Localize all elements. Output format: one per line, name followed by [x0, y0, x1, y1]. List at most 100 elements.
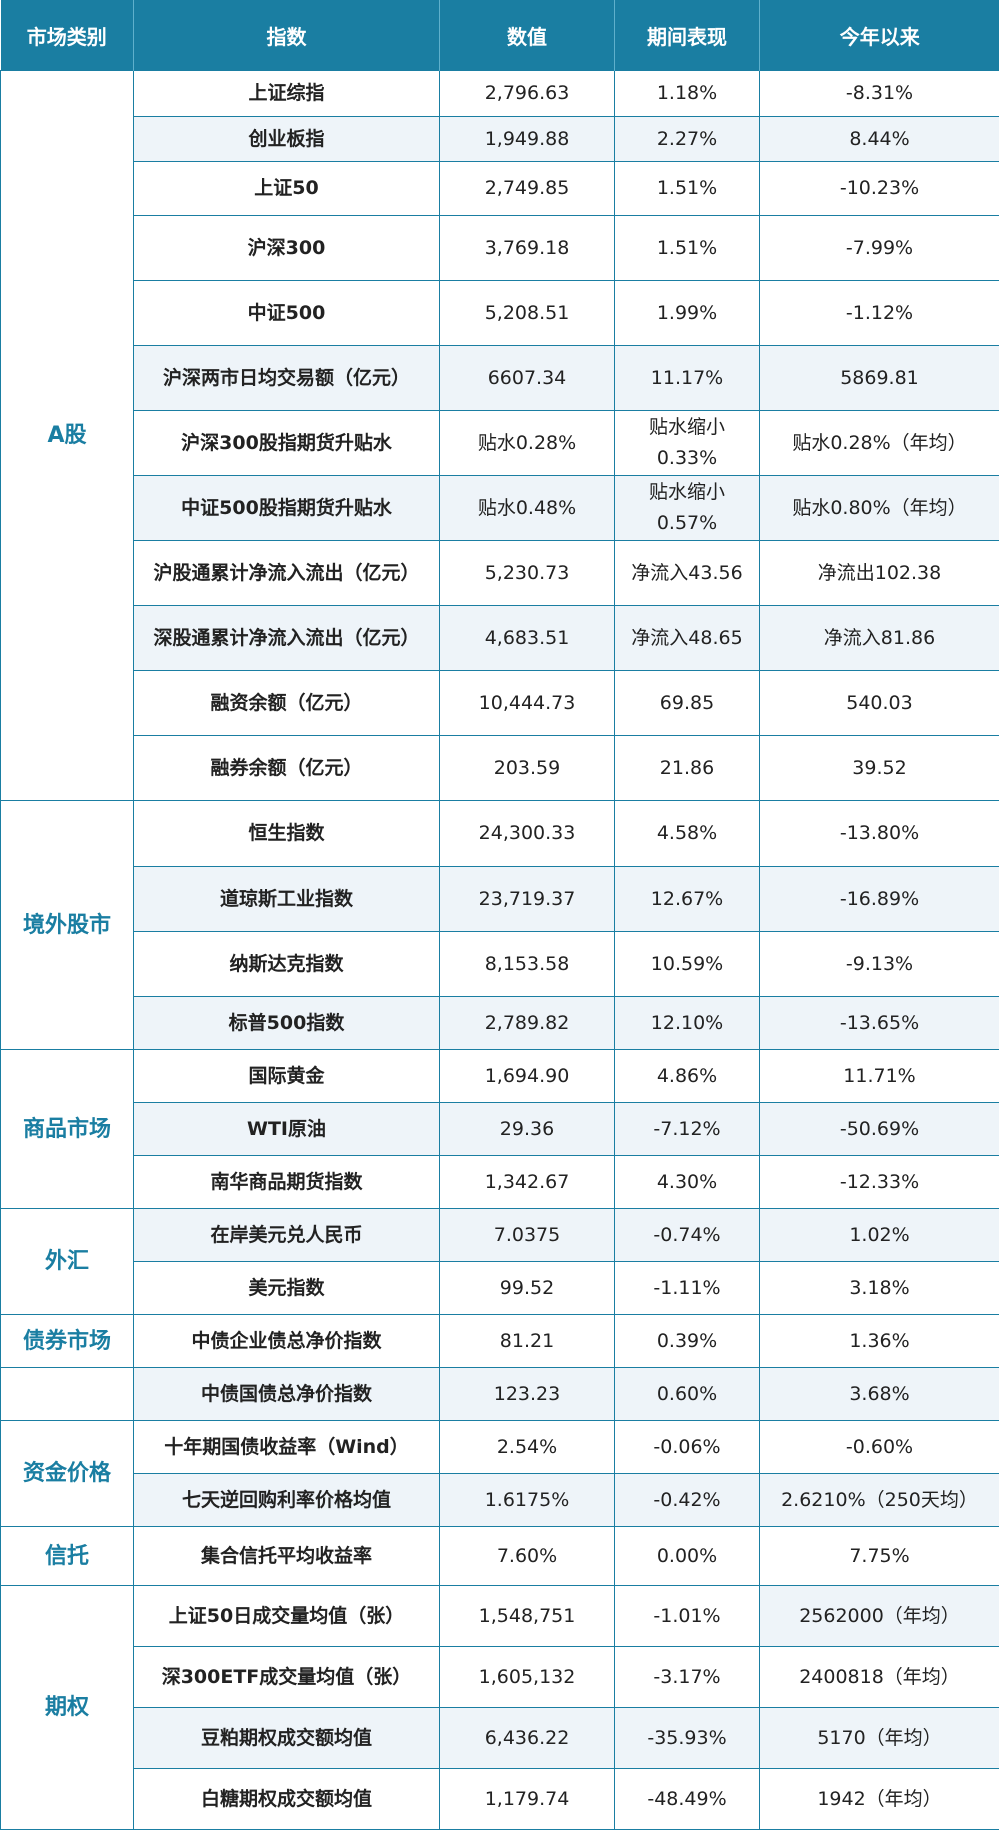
value-cell: 1,179.74: [439, 1768, 615, 1830]
table-row: 沪深300 3,769.18 1.51% -7.99%: [1, 215, 999, 281]
period-cell: -1.11%: [614, 1261, 760, 1315]
value-cell: 81.21: [439, 1314, 615, 1368]
table-row: 境外股市 恒生指数 24,300.33 4.58% -13.80%: [0, 800, 999, 1050]
header-value: 数值: [439, 0, 615, 71]
index-name: 上证50: [133, 161, 440, 216]
table-row: 沪股通累计净流入流出（亿元） 5,230.73 净流入43.56 净流出102.…: [1, 540, 999, 606]
value-cell: 1,605,132: [439, 1646, 615, 1708]
ytd-cell: 1942（年均）: [759, 1768, 999, 1830]
category-funding-price: 资金价格: [0, 1420, 134, 1527]
index-name: 深300ETF成交量均值（张）: [133, 1646, 440, 1708]
table-row: A股 上证综指 2,796.63 1.18% -8.31%: [0, 70, 999, 801]
period-cell: 1.18%: [614, 70, 760, 117]
value-cell: 1,949.88: [439, 116, 615, 162]
table-row: WTI原油 29.36 -7.12% -50.69%: [1, 1102, 999, 1156]
category-commodities: 商品市场: [0, 1049, 134, 1209]
table-row: 债券市场 中债企业债总净价指数 81.21 0.39% 1.36%: [0, 1314, 999, 1368]
index-name: 上证综指: [133, 70, 440, 117]
period-cell: 4.86%: [614, 1049, 760, 1103]
period-cell: -48.49%: [614, 1768, 760, 1830]
index-name: 融资余额（亿元）: [133, 670, 440, 736]
index-name: 沪深两市日均交易额（亿元）: [133, 345, 440, 411]
ytd-cell: 5869.81: [759, 345, 999, 411]
table-row: 融资余额（亿元） 10,444.73 69.85 540.03: [1, 670, 999, 736]
value-cell: 1,548,751: [439, 1585, 615, 1647]
index-name: 中债企业债总净价指数: [133, 1314, 440, 1368]
table-row: 融券余额（亿元） 203.59 21.86 39.52: [1, 735, 999, 801]
period-cell: 12.10%: [614, 996, 760, 1050]
table-row: 资金价格 十年期国债收益率（Wind） 2.54% -0.06% -0.60%: [0, 1420, 999, 1527]
period-cell: -1.01%: [614, 1585, 760, 1647]
ytd-cell: 39.52: [759, 735, 999, 801]
ytd-cell: 净流出102.38: [759, 540, 999, 606]
table-row: 豆粕期权成交额均值 6,436.22 -35.93% 5170（年均）: [1, 1707, 999, 1769]
index-name: 南华商品期货指数: [133, 1155, 440, 1209]
index-name: 沪深300股指期货升贴水: [133, 410, 440, 476]
period-cell: 贴水缩小0.33%: [614, 410, 760, 476]
ytd-cell: 1.36%: [759, 1314, 999, 1368]
index-name: 融券余额（亿元）: [133, 735, 440, 801]
value-cell: 123.23: [439, 1367, 615, 1421]
period-cell: -0.74%: [614, 1208, 760, 1262]
ytd-cell: 净流入81.86: [759, 605, 999, 671]
period-cell: 1.51%: [614, 161, 760, 216]
value-cell: 3,769.18: [439, 215, 615, 281]
period-cell: 净流入48.65: [614, 605, 760, 671]
header-market-category: 市场类别: [0, 0, 134, 71]
index-name: 标普500指数: [133, 996, 440, 1050]
ytd-cell: -16.89%: [759, 866, 999, 932]
index-name: 集合信托平均收益率: [133, 1526, 440, 1586]
category-empty: [0, 1367, 134, 1421]
ytd-cell: -1.12%: [759, 280, 999, 346]
header-ytd: 今年以来: [759, 0, 999, 71]
period-cell: 21.86: [614, 735, 760, 801]
ytd-cell: 5170（年均）: [759, 1707, 999, 1769]
index-name: 十年期国债收益率（Wind）: [133, 1420, 440, 1474]
value-cell: 23,719.37: [439, 866, 615, 932]
value-cell: 6607.34: [439, 345, 615, 411]
index-name: 道琼斯工业指数: [133, 866, 440, 932]
table-row: 南华商品期货指数 1,342.67 4.30% -12.33%: [1, 1155, 999, 1209]
category-a-shares: A股: [0, 70, 134, 801]
value-cell: 2,749.85: [439, 161, 615, 216]
period-cell: -3.17%: [614, 1646, 760, 1708]
index-name: 中证500: [133, 280, 440, 346]
category-forex: 外汇: [0, 1208, 134, 1315]
index-name: 美元指数: [133, 1261, 440, 1315]
value-cell: 8,153.58: [439, 931, 615, 997]
ytd-cell: 3.68%: [759, 1367, 999, 1421]
table-row: 中证500股指期货升贴水 贴水0.48% 贴水缩小0.57% 贴水0.80%（年…: [1, 475, 999, 541]
value-cell: 2.54%: [439, 1420, 615, 1474]
value-cell: 贴水0.48%: [439, 475, 615, 541]
table-row: 沪深两市日均交易额（亿元） 6607.34 11.17% 5869.81: [1, 345, 999, 411]
ytd-cell: -7.99%: [759, 215, 999, 281]
table-row: 外汇 在岸美元兑人民币 7.0375 -0.74% 1.02%: [0, 1208, 999, 1315]
value-cell: 5,230.73: [439, 540, 615, 606]
value-cell: 1.6175%: [439, 1473, 615, 1527]
value-cell: 5,208.51: [439, 280, 615, 346]
ytd-cell: 2400818（年均）: [759, 1646, 999, 1708]
value-cell: 24,300.33: [439, 800, 615, 867]
table-row: 深300ETF成交量均值（张） 1,605,132 -3.17% 2400818…: [1, 1646, 999, 1708]
period-cell: 净流入43.56: [614, 540, 760, 606]
ytd-cell: -12.33%: [759, 1155, 999, 1209]
period-cell: -7.12%: [614, 1102, 760, 1156]
value-cell: 1,694.90: [439, 1049, 615, 1103]
table-row: 白糖期权成交额均值 1,179.74 -48.49% 1942（年均）: [1, 1768, 999, 1830]
period-cell: -0.42%: [614, 1473, 760, 1527]
table-row: 上证50 2,749.85 1.51% -10.23%: [1, 161, 999, 216]
period-cell: 1.51%: [614, 215, 760, 281]
period-cell: 0.39%: [614, 1314, 760, 1368]
value-cell: 1,342.67: [439, 1155, 615, 1209]
value-cell: 4,683.51: [439, 605, 615, 671]
ytd-cell: 1.02%: [759, 1208, 999, 1262]
index-name: 白糖期权成交额均值: [133, 1768, 440, 1830]
period-cell: 69.85: [614, 670, 760, 736]
value-cell: 2,796.63: [439, 70, 615, 117]
index-name: 沪股通累计净流入流出（亿元）: [133, 540, 440, 606]
table-row: 标普500指数 2,789.82 12.10% -13.65%: [1, 996, 999, 1050]
table-row: 深股通累计净流入流出（亿元） 4,683.51 净流入48.65 净流入81.8…: [1, 605, 999, 671]
table-row: 信托 集合信托平均收益率 7.60% 0.00% 7.75%: [0, 1526, 999, 1586]
value-cell: 99.52: [439, 1261, 615, 1315]
